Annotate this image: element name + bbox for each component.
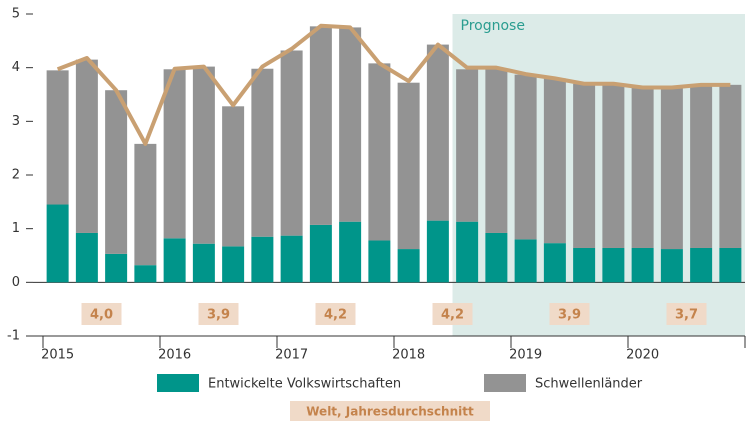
bar [105,90,128,254]
bar [163,69,186,239]
legend-box [290,401,490,421]
y-tick-label: 0 [12,275,20,290]
bar [690,247,713,283]
legend-swatch [157,374,199,392]
bar [397,249,420,283]
y-tick-label: 3 [12,114,20,129]
annual-average-label: 4,2 [441,308,464,323]
annual-average-label: 4,2 [324,308,347,323]
bar [309,224,332,283]
bar [222,246,245,283]
bar [602,247,625,283]
y-tick-label: 5 [12,7,20,22]
annual-average-box [432,303,473,325]
annual-average-box [666,303,707,325]
bar [222,106,245,247]
bar [456,221,479,283]
legend-label: Entwickelte Volkswirtschaften [208,377,401,392]
bar [514,239,537,283]
annual-average-box [198,303,239,325]
x-tick-label: 2020 [626,348,659,363]
legend-label: Schwellenländer [535,377,643,392]
bar [251,236,274,283]
bar [573,247,596,283]
bar [631,87,654,248]
bar [368,63,391,241]
bar [397,82,420,250]
bar [543,243,566,283]
y-tick-label: 4 [12,60,20,75]
bar [75,232,98,283]
bar [251,68,274,237]
bar [426,220,449,283]
bar [426,44,449,221]
y-tick-label: 2 [12,168,20,183]
bar [134,143,157,266]
bar [46,204,69,283]
forecast-label: Prognose [461,18,525,34]
x-tick-label: 2019 [509,348,542,363]
bar [485,68,508,233]
bar [75,59,98,233]
bar [719,84,742,248]
bar [660,87,683,250]
bar [368,240,391,283]
annual-average-label: 3,9 [558,308,581,323]
bar [46,70,69,205]
y-tick-label: -1 [7,329,20,344]
bar [456,69,479,222]
annual-average-label: 4,0 [90,308,113,323]
bar [514,74,537,240]
annual-average-box [549,303,590,325]
bar [631,247,654,283]
legend-swatch [484,374,526,392]
annual-average-label: 3,7 [675,308,698,323]
bar [660,249,683,283]
y-tick-label: 1 [12,221,20,236]
bar [280,235,303,283]
bar [339,27,362,222]
bar [690,85,713,248]
bar [309,26,332,225]
bar [543,78,566,244]
x-tick-label: 2016 [158,348,191,363]
bar [339,221,362,283]
bar [163,238,186,283]
annual-average-box [81,303,122,325]
bar [485,232,508,283]
bar [134,265,157,283]
annual-average-box [315,303,356,325]
bar [602,83,625,248]
x-tick-label: 2015 [41,348,74,363]
bar [573,83,596,248]
legend-label: Welt, Jahresdurchschnitt [306,405,474,419]
bar [719,247,742,283]
x-tick-label: 2017 [275,348,308,363]
bar [192,66,215,244]
bar [280,50,303,236]
bar [105,253,128,283]
line [56,23,731,146]
bar [192,243,215,283]
x-tick-label: 2018 [392,348,425,363]
annual-average-label: 3,9 [207,308,230,323]
